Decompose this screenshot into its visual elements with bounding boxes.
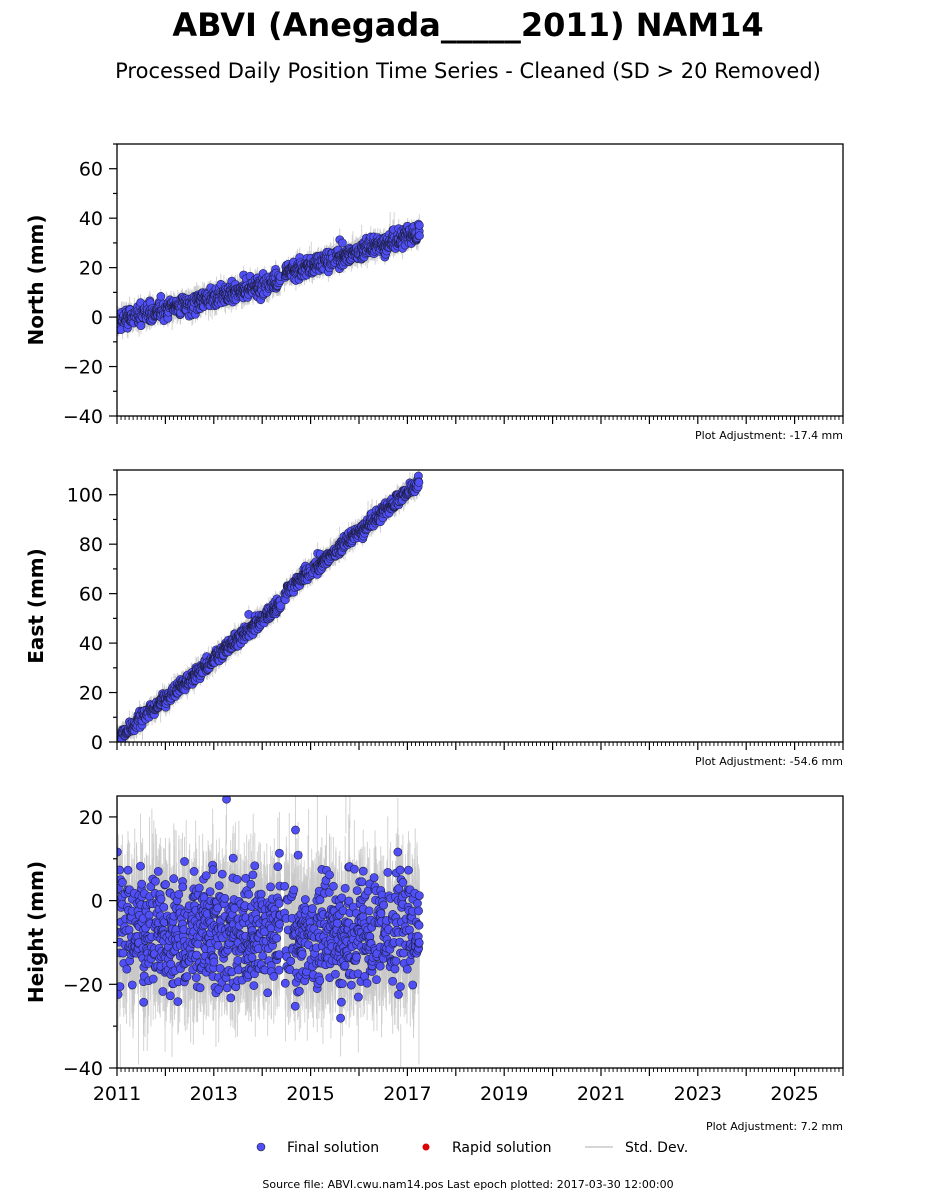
north-y-tick-label: 20: [79, 258, 103, 280]
north-data-point: [156, 292, 166, 301]
north-data-point: [136, 321, 146, 331]
north-data-point: [338, 238, 347, 248]
north-data-point: [415, 231, 424, 241]
north-final-solution-points: [117, 219, 424, 335]
figure-subtitle: Processed Daily Position Time Series - C…: [115, 59, 821, 83]
figure-title: ABVI (Anegada_____2011) NAM14: [172, 6, 763, 44]
north-data-point: [414, 220, 424, 230]
north-axes-frame: [116, 143, 844, 417]
north-y-axis-label: North (mm): [24, 214, 48, 345]
north-y-tick-label: 0: [91, 307, 103, 329]
north-y-tick-label: −40: [63, 406, 103, 428]
north-panel: −40 −20 0 20 40 60 North (mm) Plot Adjustment: …: [24, 143, 844, 442]
north-y-tick-label: −20: [63, 357, 103, 379]
north-plot-adjustment: Plot Adjustment: -17.4 mm: [695, 429, 843, 442]
north-y-tick-label: 40: [79, 208, 103, 230]
north-y-tick-label: 60: [79, 159, 103, 181]
